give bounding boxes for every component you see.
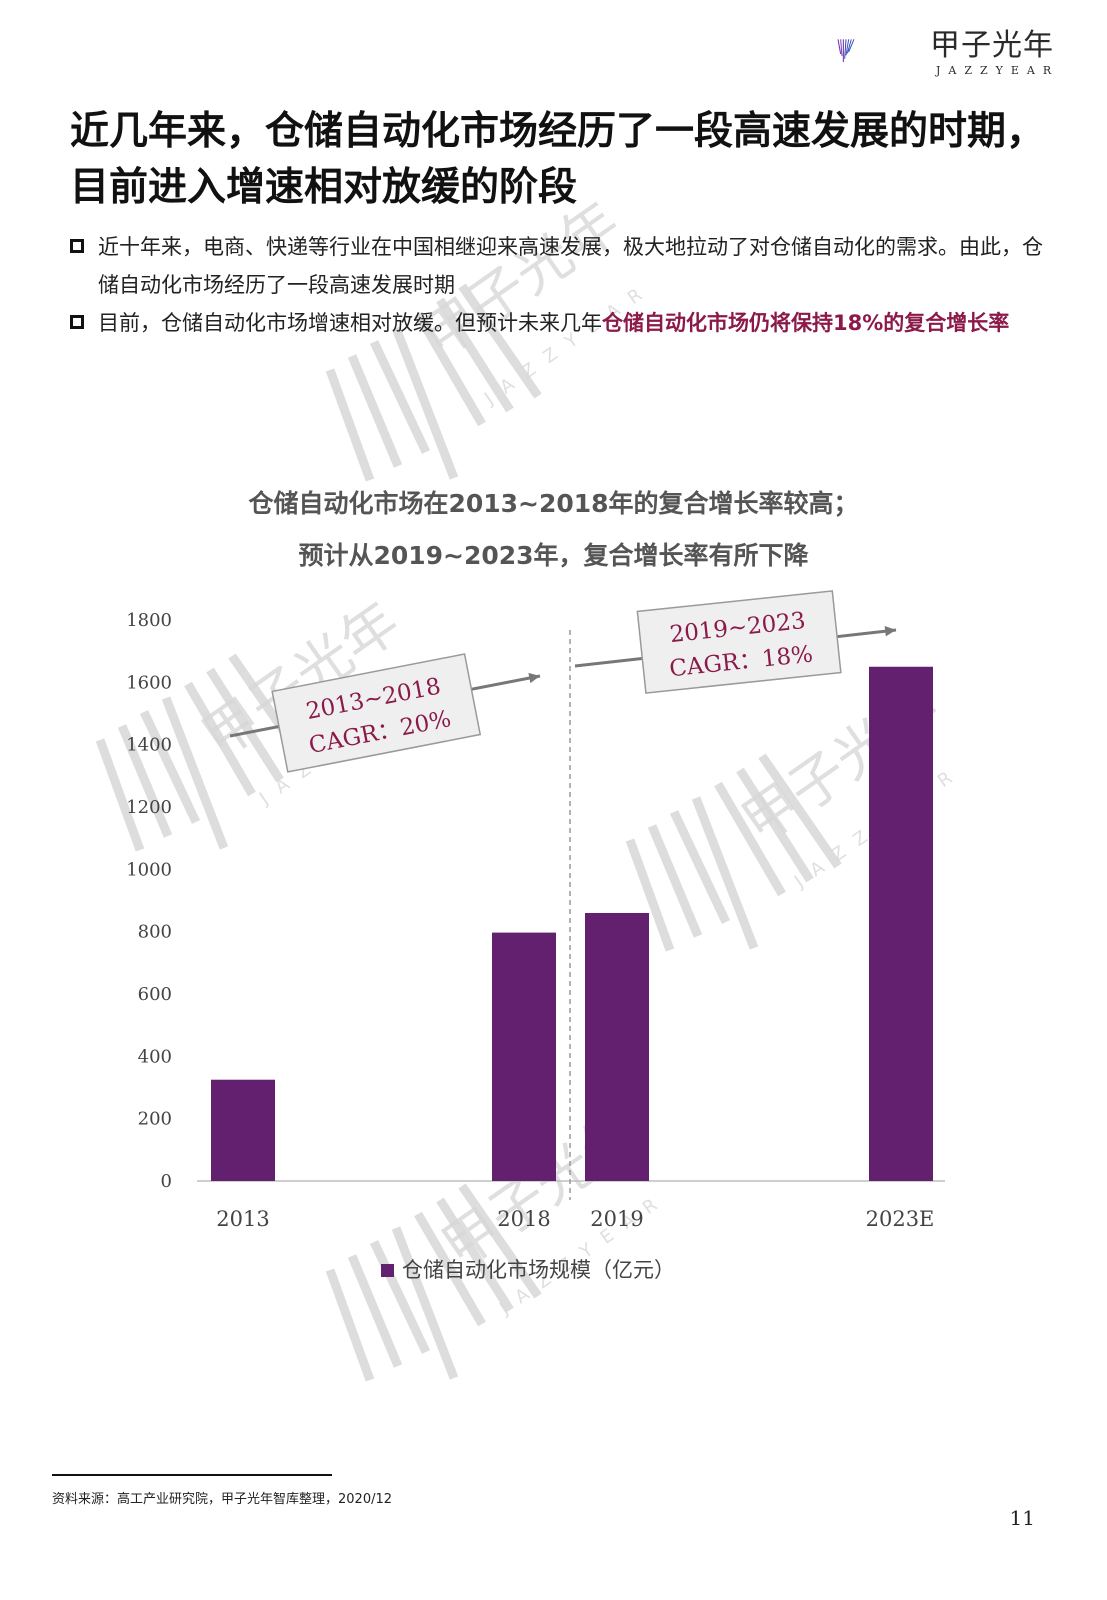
legend-label: 仓储自动化市场规模（亿元） [402,1258,675,1282]
bar-2013 [211,1079,275,1181]
legend-swatch [381,1264,394,1277]
footnote: 资料来源：高工产业研究院，甲子光年智库整理，2020/12 [52,1492,393,1507]
y-tick-label: 0 [161,1171,172,1192]
x-tick-label: 2018 [497,1207,550,1231]
bullet-item: 目前，仓储自动化市场增速相对放缓。但预计未来几年仓储自动化市场仍将保持18%的复… [70,304,1060,342]
brand-logo-icon [837,39,855,62]
annotation-box [636,590,842,694]
bar-chart: 0 200 400 600 800 1000 1200 1400 1600 1800 2013 201… [126,590,945,1282]
square-bullet-icon [70,239,84,253]
page-number: 11 [1009,1506,1035,1530]
y-tick-label: 400 [138,1046,172,1067]
page-headline: 近几年来，仓储自动化市场经历了一段高速发展的时期，目前进入增速相对放缓的阶段 [70,109,1046,210]
x-tick-label: 2013 [216,1207,269,1231]
bullet-text: 目前，仓储自动化市场增速相对放缓。但预计未来几年 [98,311,602,335]
bar-2019 [585,912,649,1181]
square-bullet-icon [70,315,84,329]
y-tick-label: 800 [138,922,172,943]
growth-arrow-2013-2018-head [528,672,540,684]
y-tick-label: 200 [138,1109,172,1130]
footnote-divider [52,1474,332,1476]
x-tick-label: 2019 [590,1207,643,1231]
chart-title: 仓储自动化市场在2013~2018年的复合增长率较高； [248,489,859,518]
bullet-highlight: 仓储自动化市场仍将保持18%的复合增长率 [602,311,1010,335]
bullet-item: 近十年来，电商、快递等行业在中国相继迎来高速发展，极大地拉动了对仓储自动化的需求… [70,228,1060,304]
bullet-list: 近十年来，电商、快递等行业在中国相继迎来高速发展，极大地拉动了对仓储自动化的需求… [70,228,1060,342]
x-tick-label: 2023E [866,1207,935,1231]
annotation-box [271,653,482,773]
y-tick-label: 1400 [126,735,172,756]
bullet-text: 近十年来，电商、快递等行业在中国相继迎来高速发展，极大地拉动了对仓储自动化的需求… [98,235,1043,297]
y-tick-label: 600 [138,984,172,1005]
bar-2018 [492,932,556,1181]
growth-arrow-2019-2023-head [884,626,896,637]
y-tick-label: 1800 [126,610,172,631]
y-tick-label: 1200 [126,797,172,818]
y-tick-label: 1600 [126,672,172,693]
y-tick-label: 1000 [126,859,172,880]
chart-subtitle: 预计从2019~2023年，复合增长率有所下降 [298,541,809,570]
bar-2023E [869,666,933,1181]
brand-subtitle: JAZZYEAR [936,64,1060,77]
brand-name: 甲子光年 [930,28,1054,63]
